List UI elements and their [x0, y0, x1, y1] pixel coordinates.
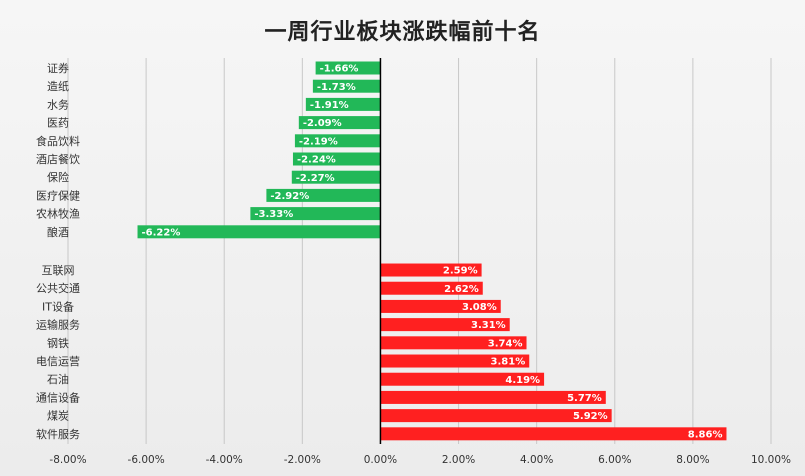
category-label: 运输服务	[36, 318, 80, 332]
bar	[380, 299, 501, 313]
category-label: 水务	[47, 98, 69, 111]
bar	[380, 281, 483, 295]
category-label: 酒店餐饮	[36, 152, 80, 166]
x-tick-label: -8.00%	[49, 454, 86, 466]
bar	[137, 225, 381, 239]
x-tick-label: -6.00%	[128, 454, 165, 466]
bar	[380, 372, 545, 386]
data-label: 3.74%	[488, 338, 523, 349]
bar	[380, 409, 612, 423]
category-label: 酿酒	[47, 225, 69, 239]
category-label: 医疗保健	[36, 188, 80, 202]
bar	[315, 61, 381, 75]
x-tick-label: 2.00%	[442, 454, 475, 466]
category-label: IT设备	[42, 299, 74, 313]
category-label: 医药	[47, 117, 69, 130]
bar	[380, 427, 727, 441]
category-label: 通信设备	[36, 390, 80, 404]
category-label: 造纸	[47, 79, 69, 93]
x-tick-label: 10.00%	[751, 454, 791, 466]
data-label: -2.92%	[270, 191, 309, 202]
category-label: 互联网	[42, 264, 75, 277]
data-label: -6.22%	[142, 227, 181, 238]
data-label: -2.24%	[297, 155, 336, 166]
x-tick-label: 0.00%	[364, 454, 397, 466]
category-label: 电信运营	[36, 354, 80, 368]
bar	[305, 97, 381, 111]
category-label: 农林牧渔	[36, 207, 80, 221]
x-tick-label: 8.00%	[676, 454, 709, 466]
bar	[266, 188, 381, 202]
bar	[291, 170, 381, 184]
bar	[380, 390, 606, 404]
bar	[380, 336, 527, 350]
data-label: -1.91%	[310, 100, 349, 111]
bar	[298, 116, 381, 130]
data-label: 3.08%	[462, 302, 497, 313]
category-label: 食品饮料	[36, 134, 80, 148]
data-label: -1.66%	[320, 64, 359, 75]
bar	[312, 79, 381, 93]
category-label: 石油	[47, 372, 69, 386]
category-label: 软件服务	[36, 427, 80, 441]
x-tick-label: -2.00%	[284, 454, 321, 466]
bar	[294, 134, 381, 148]
x-tick-label: 6.00%	[598, 454, 631, 466]
bar	[292, 152, 381, 166]
bar	[250, 207, 381, 221]
category-label: 煤炭	[47, 410, 69, 423]
x-tick-label: 4.00%	[520, 454, 553, 466]
data-label: -1.73%	[317, 82, 356, 93]
data-label: -3.33%	[254, 209, 293, 220]
bar	[380, 263, 482, 277]
bar	[380, 318, 510, 332]
data-label: 3.81%	[491, 357, 526, 368]
category-label: 公共交通	[36, 281, 80, 295]
x-tick-label: -4.00%	[206, 454, 243, 466]
data-label: 3.31%	[471, 320, 506, 331]
data-label: 5.77%	[567, 393, 602, 404]
data-label: -2.27%	[296, 173, 335, 184]
category-label: 证券	[47, 61, 69, 75]
category-label: 保险	[47, 170, 69, 184]
data-label: -2.09%	[303, 118, 342, 129]
chart-title: 一周行业板块涨跌幅前十名	[264, 20, 541, 45]
data-label: 2.62%	[444, 284, 479, 295]
bar	[380, 354, 530, 368]
data-label: 4.19%	[505, 375, 540, 386]
data-label: -2.19%	[299, 136, 338, 147]
data-label: 8.86%	[688, 429, 723, 440]
data-label: 5.92%	[573, 411, 608, 422]
data-label: 2.59%	[443, 266, 478, 277]
category-label: 钢铁	[47, 337, 69, 350]
